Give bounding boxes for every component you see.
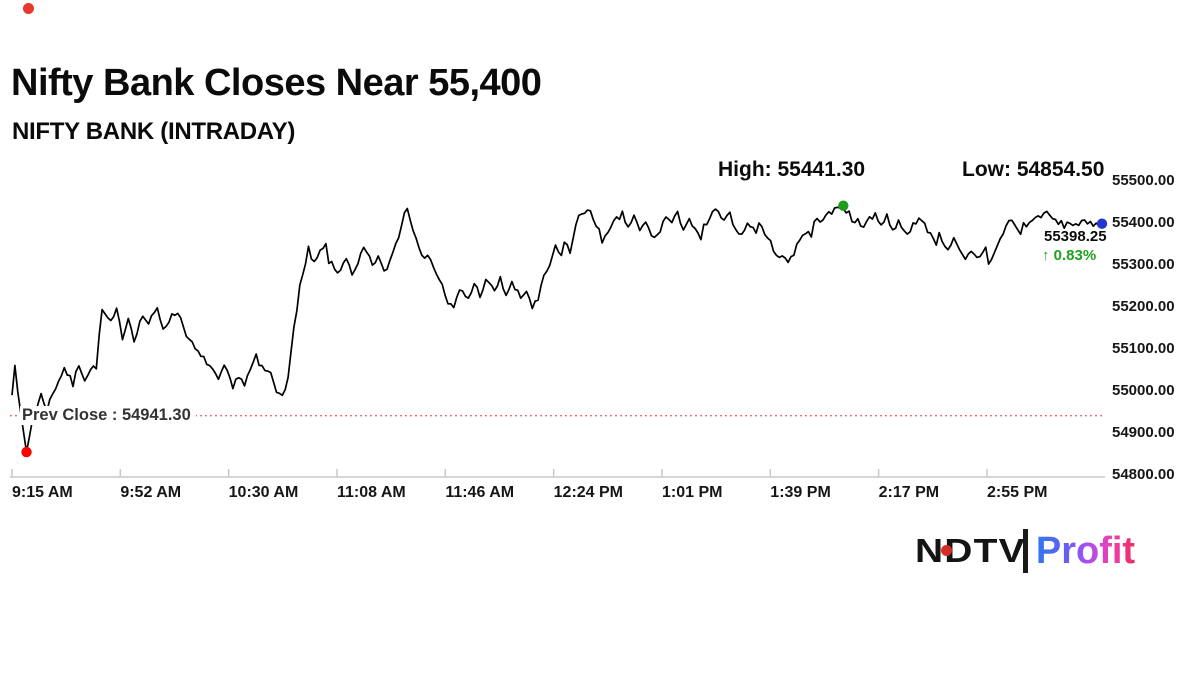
y-axis-tick-label: 55100.00	[1112, 340, 1175, 357]
profit-logo-text: Profit	[1036, 527, 1135, 575]
y-axis-tick-label: 55200.00	[1112, 298, 1175, 315]
high-marker-dot	[838, 200, 849, 211]
x-axis-tick-label: 11:08 AM	[336, 484, 406, 501]
x-axis-tick-label: 2:17 PM	[878, 484, 940, 501]
ndtv-logo-red-dot-icon	[941, 545, 952, 556]
page-subtitle: NIFTY BANK (INTRADAY)	[12, 118, 296, 145]
change-percent-label: ↑ 0.83%	[1042, 247, 1097, 264]
x-axis-tick-label: 10:30 AM	[228, 484, 299, 501]
x-axis-tick-label: 11:46 AM	[445, 484, 515, 501]
logo-separator-bar	[1022, 529, 1028, 573]
last-price-label: 55398.25	[1044, 228, 1107, 245]
ndtv-profit-logo: NDTV Profit	[915, 527, 1135, 575]
low-label: Low: 54854.50	[962, 158, 1105, 181]
x-axis-tick-label: 12:24 PM	[553, 484, 624, 501]
x-axis-tick-label: 1:39 PM	[770, 484, 831, 501]
y-axis-tick-label: 54800.00	[1112, 466, 1175, 483]
low-marker-dot	[21, 446, 32, 458]
record-dot-icon	[23, 3, 34, 14]
y-axis-tick-label: 55300.00	[1112, 256, 1175, 273]
ndtv-logo-text: NDTV	[915, 532, 1026, 569]
y-axis-tick-label: 54900.00	[1112, 424, 1175, 441]
page-title: Nifty Bank Closes Near 55,400	[11, 62, 542, 104]
x-axis-tick-label: 9:15 AM	[12, 484, 73, 501]
y-axis-tick-label: 55500.00	[1112, 172, 1175, 189]
high-label: High: 55441.30	[718, 158, 866, 181]
x-axis-tick-label: 1:01 PM	[661, 484, 723, 501]
x-axis-tick-label: 2:55 PM	[986, 484, 1048, 501]
y-axis-tick-label: 55400.00	[1112, 214, 1175, 231]
y-axis-tick-label: 55000.00	[1112, 382, 1175, 399]
x-axis-tick-label: 9:52 AM	[120, 484, 182, 501]
close-marker-dot	[1096, 218, 1108, 229]
prev-close-label: Prev Close : 54941.30	[20, 406, 196, 425]
price-line	[11, 206, 1103, 453]
